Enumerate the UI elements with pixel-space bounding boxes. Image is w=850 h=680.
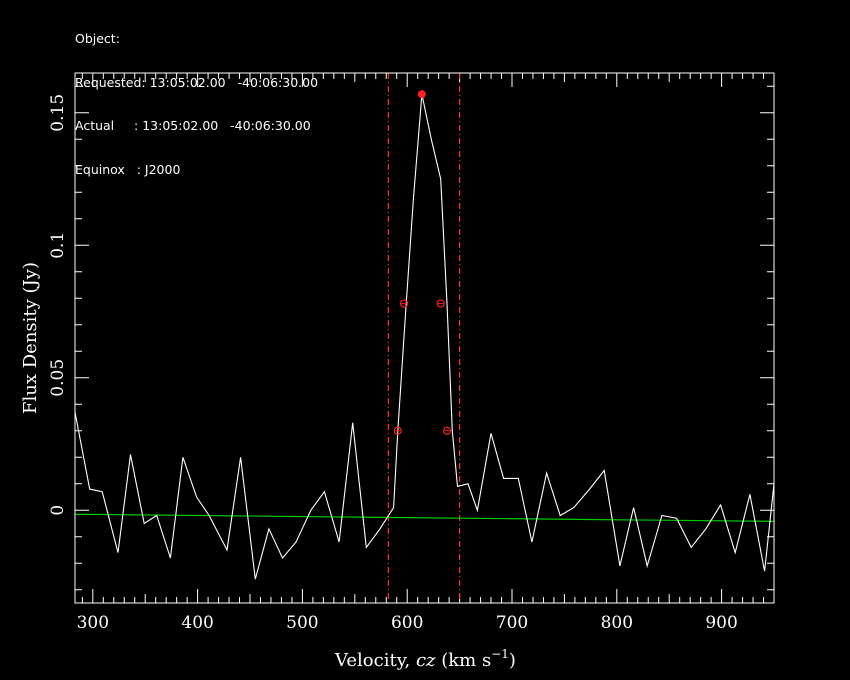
y-tick-label: 0.15 [48, 94, 68, 132]
actual-line: Actual : 13:05:02.00 -40:06:30.00 [75, 118, 311, 133]
x-tick-label: 900 [705, 613, 737, 633]
level-marker [436, 299, 445, 308]
x-tick-label: 600 [391, 613, 423, 633]
header-info: Object: Requested: 13:05:02.00 -40:06:30… [75, 3, 318, 192]
x-axis-label-italic: cz [416, 650, 436, 671]
object-line: Object: [75, 31, 120, 46]
plot-frame [74, 72, 775, 604]
y-tick-label: 0.05 [48, 359, 68, 397]
series [74, 94, 775, 580]
y-tick-label: 0 [48, 505, 68, 516]
x-axis-label-units: (km s [436, 650, 492, 671]
x-tick-label: 400 [181, 613, 213, 633]
y-tick-label: 0.1 [48, 232, 68, 259]
baseline-fit-line [74, 513, 775, 522]
ticks [75, 73, 775, 603]
x-axis-label: Velocity, cz (km s−1) [334, 647, 516, 671]
x-axis-label-main: Velocity, [334, 650, 416, 671]
peak-marker [417, 90, 426, 99]
x-tick-label: 700 [496, 613, 528, 633]
level-marker [399, 299, 409, 308]
x-tick-label: 800 [601, 613, 633, 633]
y-axis-label: Flux Density (Jy) [20, 262, 41, 414]
window-lines [387, 73, 461, 603]
x-tick-label: 300 [77, 613, 109, 633]
markers [393, 90, 452, 435]
tick-labels: 300 400 500 600 700 800 900 0 0.05 0.1 0.15 [48, 94, 738, 633]
level-marker [442, 426, 452, 435]
x-tick-label: 500 [286, 613, 318, 633]
level-marker [393, 426, 402, 435]
x-axis-label-close: ) [509, 650, 516, 671]
equinox-line: Equinox : J2000 [75, 161, 181, 177]
x-axis-label-sup: −1 [491, 647, 509, 661]
spectrum-line [74, 94, 775, 580]
